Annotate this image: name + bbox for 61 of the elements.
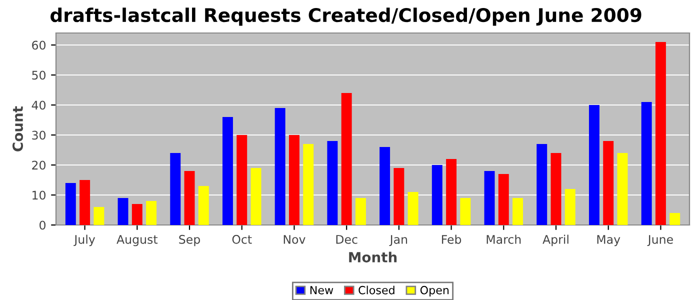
x-tick-label: Nov bbox=[284, 235, 306, 244]
chart-title: drafts-lastcall Requests Created/Closed/Open June 2009 bbox=[50, 8, 642, 26]
bar bbox=[94, 207, 104, 225]
bar bbox=[355, 198, 366, 225]
bar bbox=[641, 102, 652, 225]
bar bbox=[617, 153, 628, 225]
x-tick-label: May bbox=[597, 235, 620, 246]
x-tick-label: Oct bbox=[232, 234, 252, 244]
legend-label: Closed bbox=[358, 286, 394, 294]
y-tick-label: 50 bbox=[32, 70, 46, 80]
bar bbox=[408, 192, 418, 225]
bar bbox=[198, 186, 209, 225]
bar bbox=[564, 189, 576, 225]
bar bbox=[550, 153, 562, 225]
bar bbox=[603, 141, 614, 225]
bar bbox=[484, 171, 495, 225]
y-axis-title: Count bbox=[12, 106, 24, 152]
bar bbox=[222, 117, 233, 225]
y-tick-label: 40 bbox=[32, 100, 46, 110]
bar bbox=[432, 165, 442, 225]
bar bbox=[184, 171, 195, 225]
bar bbox=[236, 135, 248, 225]
x-tick-label: July bbox=[74, 234, 96, 246]
bar bbox=[118, 198, 128, 225]
y-tick-label: 0 bbox=[40, 220, 46, 230]
y-tick-label: 10 bbox=[32, 190, 46, 200]
legend-label: Open bbox=[420, 286, 449, 296]
bar bbox=[670, 213, 680, 225]
bar bbox=[446, 159, 457, 225]
bar bbox=[303, 144, 314, 225]
x-tick-label: Sep bbox=[179, 234, 200, 246]
bar bbox=[588, 105, 600, 225]
bar bbox=[655, 42, 666, 225]
y-tick-label: 30 bbox=[32, 130, 46, 140]
bar bbox=[380, 147, 390, 225]
bar bbox=[394, 168, 404, 225]
y-tick-label: 20 bbox=[32, 160, 46, 170]
x-tick-label: June bbox=[647, 235, 673, 246]
bar bbox=[274, 108, 286, 225]
bar bbox=[498, 174, 509, 225]
x-tick-label: August bbox=[116, 235, 158, 246]
x-tick-label: Jan bbox=[389, 235, 408, 246]
bar bbox=[288, 135, 300, 225]
bar bbox=[170, 153, 181, 225]
bar bbox=[80, 180, 90, 225]
bar bbox=[65, 183, 76, 225]
bar bbox=[512, 198, 524, 225]
x-axis-title: Month bbox=[349, 252, 397, 262]
bar bbox=[146, 201, 157, 225]
x-tick-label: April bbox=[542, 234, 568, 246]
y-tick-label: 60 bbox=[32, 40, 46, 50]
x-tick-label: Dec bbox=[336, 235, 358, 244]
bar bbox=[250, 168, 262, 225]
bar bbox=[341, 93, 352, 225]
bar bbox=[132, 204, 142, 225]
legend-label: New bbox=[310, 286, 334, 294]
bar bbox=[327, 141, 338, 225]
bar bbox=[460, 198, 471, 225]
bar bbox=[536, 144, 548, 225]
x-tick-label: March bbox=[486, 234, 521, 244]
x-tick-label: Feb bbox=[442, 234, 462, 244]
